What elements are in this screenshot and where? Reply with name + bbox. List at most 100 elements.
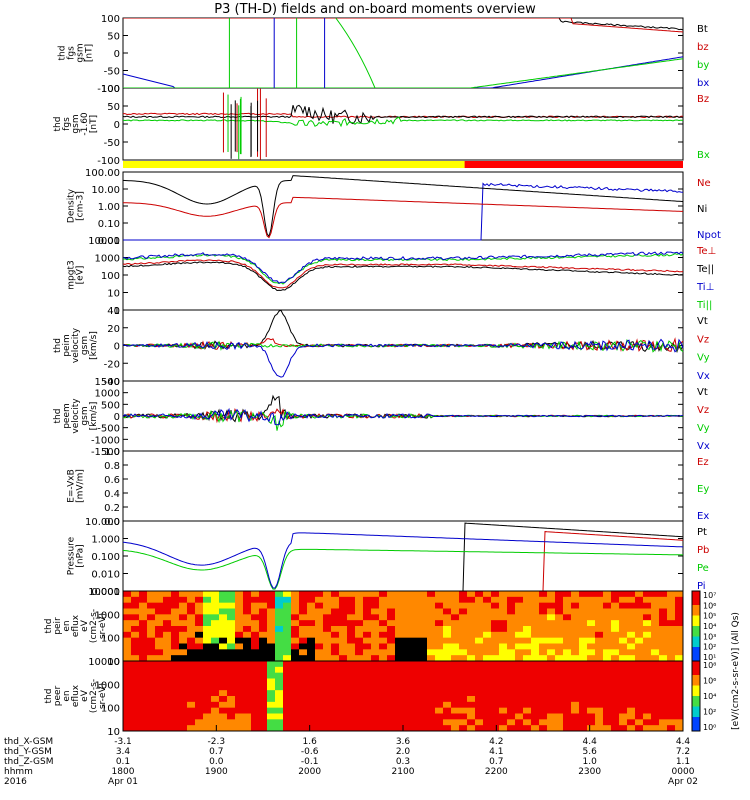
spectrogram-cell xyxy=(387,649,396,656)
spectrogram-cell xyxy=(443,626,452,633)
spectrogram-cell xyxy=(571,596,580,604)
spectrogram-cell xyxy=(435,602,444,609)
spectrogram-cell xyxy=(571,631,580,639)
spectrogram-cell xyxy=(371,666,380,674)
spectrogram-cell xyxy=(267,631,276,639)
spectrogram-cell xyxy=(355,626,364,633)
spectrogram-cell xyxy=(315,626,324,633)
spectrogram-cell xyxy=(363,649,372,656)
spectrogram-cell xyxy=(259,649,268,656)
spectrogram-cell xyxy=(155,696,164,703)
spectrogram-cell xyxy=(403,649,412,656)
colorbar-segment xyxy=(692,615,700,620)
spectrogram-cell xyxy=(283,661,292,668)
spectrogram-cell xyxy=(523,684,532,691)
spectrogram-cell xyxy=(499,626,508,633)
spectrogram-cell xyxy=(411,707,420,714)
ephemeris-value: -0.6 xyxy=(301,747,319,757)
spectrogram-cell xyxy=(563,596,572,604)
spectrogram-cell xyxy=(131,690,140,697)
spectrogram-cell xyxy=(667,596,676,604)
y-tick-label: 1000 xyxy=(95,389,120,400)
spectrogram-cell xyxy=(227,602,236,609)
spectrogram-cell xyxy=(667,631,676,639)
spectrogram-cell xyxy=(211,713,220,720)
spectrogram-cell xyxy=(427,666,436,674)
spectrogram-cell xyxy=(419,643,428,650)
spectrogram-cell xyxy=(435,649,444,656)
spectrogram-cell xyxy=(483,713,492,720)
spectrogram-cell xyxy=(411,661,420,668)
spectrogram-cell xyxy=(411,672,420,679)
spectrogram-cell xyxy=(179,643,188,650)
spectrogram-cell xyxy=(595,620,604,627)
spectrogram-cell xyxy=(627,701,636,709)
colorbar-segment xyxy=(692,650,700,655)
spectrogram-cell xyxy=(139,661,148,668)
spectrogram-cell xyxy=(395,643,404,650)
spectrogram-cell xyxy=(379,620,388,627)
spectrogram-cell xyxy=(219,666,228,674)
spectrogram-cell xyxy=(579,713,588,720)
spectrogram-cell xyxy=(555,684,564,691)
spectrogram-cell xyxy=(491,672,500,679)
spectrogram-cell xyxy=(155,713,164,720)
spectrogram-cell xyxy=(179,725,188,732)
spectrogram-cell xyxy=(251,637,260,644)
spectrogram-cell xyxy=(195,684,204,691)
spectrogram-cell xyxy=(395,596,404,604)
spectrogram-cell xyxy=(347,620,356,627)
spectrogram-cell xyxy=(675,678,684,685)
colorbar-segment xyxy=(692,668,700,672)
spectrogram-cell xyxy=(675,602,684,609)
spectrogram-cell xyxy=(235,707,244,714)
spectrogram-cell xyxy=(659,643,668,650)
spectrogram-cell xyxy=(155,631,164,639)
colorbar-segment xyxy=(692,594,700,599)
spectrogram-cell xyxy=(291,649,300,656)
spectrogram-cell xyxy=(395,701,404,709)
spectrogram-cell xyxy=(259,655,268,662)
spectrogram-cell xyxy=(363,620,372,627)
spectrogram-cell xyxy=(547,672,556,679)
spectrogram-cell xyxy=(243,614,252,621)
spectrogram-cell xyxy=(435,655,444,662)
spectrogram-cell xyxy=(467,620,476,627)
spectrogram-cell xyxy=(667,591,676,598)
spectrogram-cell xyxy=(595,643,604,650)
spectrogram-cell xyxy=(331,713,340,720)
spectrogram-cell xyxy=(419,620,428,627)
colorbar-segment xyxy=(692,713,700,718)
spectrogram-cell xyxy=(667,725,676,732)
y-axis-label-line: eflux xyxy=(71,614,81,637)
colorbar-segment xyxy=(692,647,700,651)
spectrogram-cell xyxy=(555,725,564,732)
colorbar-tick-label: 10⁵ xyxy=(703,612,716,621)
spectrogram-cell xyxy=(123,620,132,627)
y-tick-label: 0.001 xyxy=(91,587,120,598)
spectrogram-cell xyxy=(483,707,492,714)
spectrogram-cell xyxy=(435,725,444,732)
y-tick-label: 1 xyxy=(114,306,120,317)
spectrogram-cell xyxy=(139,678,148,685)
spectrogram-cell xyxy=(291,608,300,615)
spectrogram-cell xyxy=(371,637,380,644)
spectrogram-cell xyxy=(163,631,172,639)
spectrogram-cell xyxy=(475,649,484,656)
spectrogram-cell xyxy=(395,655,404,662)
spectrogram-cell xyxy=(299,707,308,714)
spectrogram-cell xyxy=(267,672,276,679)
spectrogram-cell xyxy=(555,678,564,685)
spectrogram-cell xyxy=(403,661,412,668)
spectrogram-cell xyxy=(555,643,564,650)
spectrogram-cell xyxy=(203,696,212,703)
spectrogram-cell xyxy=(587,631,596,639)
spectrogram-cell xyxy=(499,666,508,674)
spectrogram-cell xyxy=(251,661,260,668)
spectrogram-cell xyxy=(547,643,556,650)
spectrogram-cell xyxy=(123,655,132,662)
y-axis-label: Pressure [nPa] xyxy=(67,536,86,575)
spectrogram-cell xyxy=(459,596,468,604)
spectrogram-cell xyxy=(379,719,388,726)
spectrogram-cell xyxy=(619,707,628,714)
